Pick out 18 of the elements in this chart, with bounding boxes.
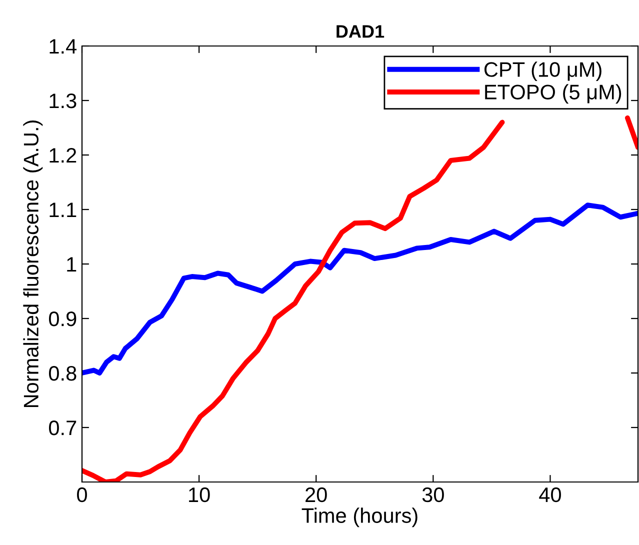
y-tick-label: 1.2: [50, 148, 76, 163]
legend-label: CPT (10 μM): [484, 62, 602, 82]
chart-title: DAD1: [336, 25, 384, 38]
x-tick-label: 20: [306, 487, 327, 502]
legend-label: ETOPO (5 μM): [485, 84, 622, 104]
x-axis-title: Time (hours): [302, 508, 418, 528]
y-tick-label: 1.1: [50, 202, 76, 218]
x-tick-label: 40: [539, 487, 561, 502]
x-tick-label: 30: [422, 487, 444, 502]
y-tick-label: 1.3: [50, 94, 76, 108]
x-tick-label: 10: [189, 487, 210, 502]
y-tick-label: 1.4: [50, 39, 77, 54]
y-tick-label: 0.8: [48, 366, 76, 381]
y-axis-title: Normalized fluorescence (A.U.): [23, 120, 43, 408]
y-tick-label: 1: [67, 257, 76, 272]
x-tick-label: 0: [77, 487, 87, 502]
y-tick-label: 0.7: [48, 420, 76, 436]
y-tick-label: 0.9: [48, 312, 76, 326]
